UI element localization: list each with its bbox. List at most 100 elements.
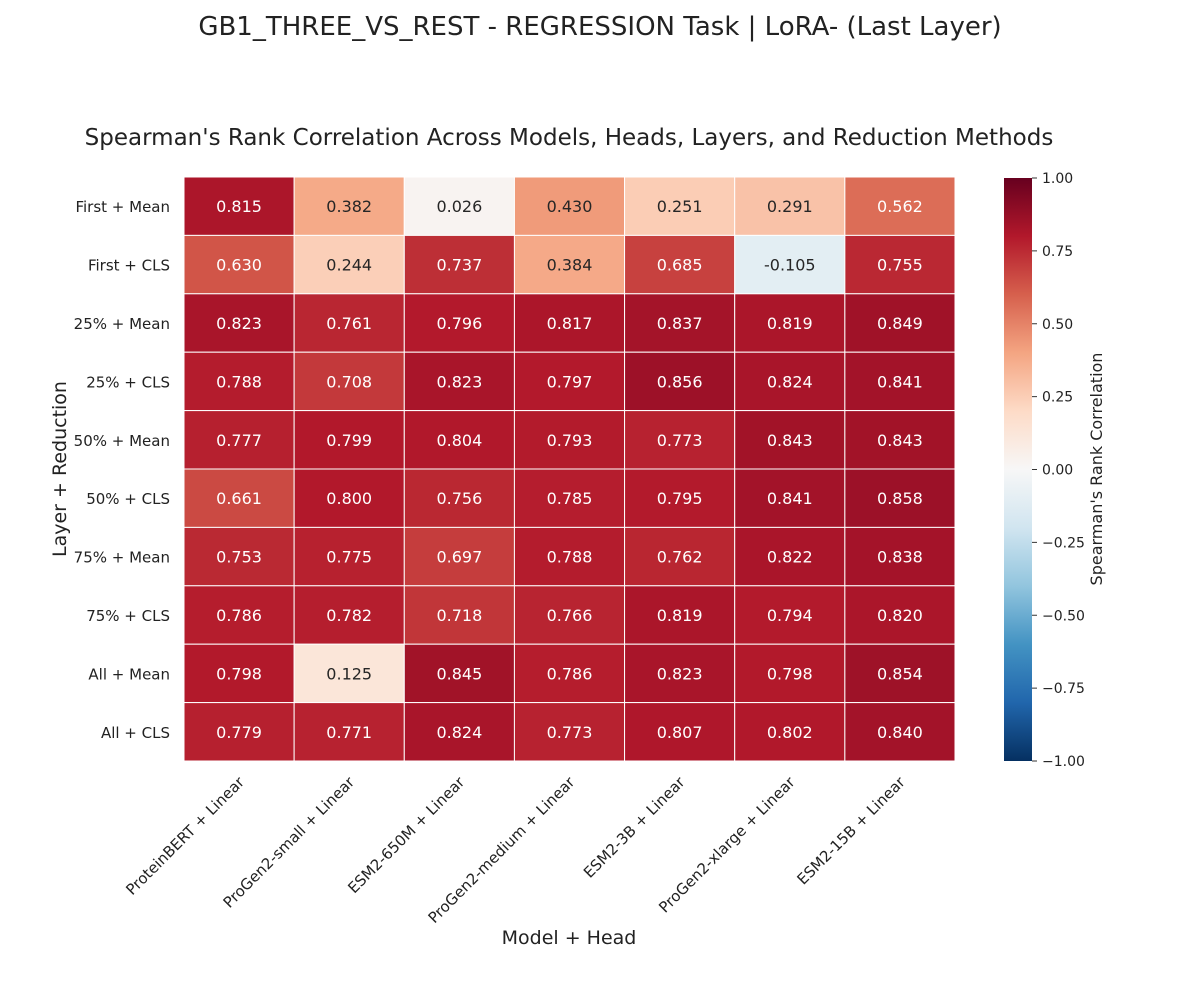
heatmap-cell-label: 0.788 <box>547 548 593 567</box>
heatmap-cell-label: 0.777 <box>216 431 262 450</box>
y-tick-label: 50% + CLS <box>86 490 170 508</box>
heatmap-cell <box>844 702 956 762</box>
heatmap-cell <box>844 526 956 587</box>
heatmap-cell <box>734 643 846 704</box>
heatmap-cell-label: 0.737 <box>436 256 482 275</box>
heatmap-cell <box>844 468 956 528</box>
heatmap-cell-label: 0.820 <box>877 606 923 625</box>
heatmap-cell-label: 0.798 <box>767 664 813 683</box>
heatmap-cell <box>624 351 736 412</box>
heatmap-cell-label: 0.798 <box>216 664 262 683</box>
heatmap-cell <box>844 351 956 412</box>
y-tick-label: 75% + Mean <box>74 549 170 567</box>
heatmap-cell <box>624 585 736 645</box>
heatmap-cell <box>734 702 846 762</box>
heatmap-cell-label: 0.823 <box>436 372 482 391</box>
colorbar <box>1004 178 1032 761</box>
heatmap-cell-label: 0.796 <box>436 314 482 333</box>
heatmap-cell-label: 0.799 <box>326 431 372 450</box>
heatmap-cell <box>734 176 846 236</box>
colorbar-ticks: 1.00 0.75 0.50 0.25 0.00 −0.25 −0.50 −0.75 −1.00 <box>1032 171 1085 770</box>
heatmap-cell-label: 0.838 <box>877 548 923 567</box>
heatmap-cell-label: 0.815 <box>216 197 262 216</box>
heatmap-cell-label: 0.837 <box>657 314 703 333</box>
heatmap-cell <box>293 351 405 412</box>
x-axis-label: Model + Head <box>502 927 637 949</box>
y-tick-label: 50% + Mean <box>74 432 170 450</box>
heatmap-cell-label: 0.793 <box>547 431 593 450</box>
heatmap-cell <box>293 702 405 762</box>
heatmap-cell-label: 0.026 <box>436 197 482 216</box>
heatmap-cell-label: 0.858 <box>877 489 923 508</box>
colorbar-tick-label: 0.75 <box>1042 244 1073 260</box>
heatmap-cell-label: 0.782 <box>326 606 372 625</box>
heatmap-cell <box>513 293 626 353</box>
heatmap-cell <box>293 468 405 528</box>
heatmap-cell <box>844 234 956 295</box>
y-tick-label: All + CLS <box>101 724 170 742</box>
heatmap-cell-label: 0.771 <box>326 723 372 742</box>
colorbar-tick-label: −0.25 <box>1042 535 1085 551</box>
heatmap-cell <box>513 234 626 295</box>
heatmap-cell <box>734 351 846 412</box>
heatmap-cell <box>183 702 295 762</box>
heatmap-cell-label: 0.807 <box>657 723 703 742</box>
heatmap-cell <box>513 176 626 236</box>
heatmap-cell-label: 0.773 <box>657 431 703 450</box>
heatmap-cell-label: 0.824 <box>436 723 482 742</box>
heatmap-cell-label: 0.708 <box>326 372 372 391</box>
heatmap-cell <box>293 410 405 470</box>
heatmap-cell-label: 0.779 <box>216 723 262 742</box>
heatmap-cell <box>403 468 515 528</box>
heatmap-cell-label: 0.822 <box>767 548 813 567</box>
heatmap-cell <box>513 702 626 762</box>
heatmap-cell-label: 0.840 <box>877 723 923 742</box>
figure-suptitle: GB1_THREE_VS_REST - REGRESSION Task | Lo… <box>198 12 1002 42</box>
heatmap-cell-labels: 0.815 0.382 0.026 0.430 0.251 0.291 0.562 0.630… <box>216 197 923 742</box>
heatmap-cell <box>293 643 405 704</box>
heatmap-cell-label: -0.105 <box>764 256 816 275</box>
x-tick-label: ProGen2-small + Linear <box>220 773 359 912</box>
heatmap-cell-label: 0.430 <box>547 197 593 216</box>
heatmap-cell-label: 0.788 <box>216 372 262 391</box>
y-axis-label: Layer + Reduction <box>49 381 71 557</box>
colorbar-tick-label: −1.00 <box>1042 754 1085 770</box>
heatmap-cell-label: 0.718 <box>436 606 482 625</box>
heatmap-cell-label: 0.661 <box>216 489 262 508</box>
heatmap-cell-label: 0.802 <box>767 723 813 742</box>
chart-title: Spearman's Rank Correlation Across Model… <box>84 125 1054 151</box>
colorbar-tick-label: 1.00 <box>1042 171 1073 187</box>
heatmap-cell-label: 0.843 <box>767 431 813 450</box>
heatmap-cells <box>183 176 956 762</box>
heatmap-cell <box>403 702 515 762</box>
heatmap-cell-label: 0.823 <box>216 314 262 333</box>
colorbar-tick-label: 0.25 <box>1042 390 1073 406</box>
heatmap-cell-label: 0.785 <box>547 489 593 508</box>
heatmap-cell-label: 0.251 <box>657 197 703 216</box>
heatmap-cell-label: 0.824 <box>767 372 813 391</box>
heatmap-cell <box>624 526 736 587</box>
heatmap-cell <box>513 585 626 645</box>
heatmap-cell-label: 0.845 <box>436 664 482 683</box>
colorbar-tick-label: −0.50 <box>1042 608 1085 624</box>
y-tick-label: All + Mean <box>88 665 170 683</box>
heatmap-cell <box>734 468 846 528</box>
heatmap-cell-label: 0.755 <box>877 256 923 275</box>
heatmap-cell-label: 0.756 <box>436 489 482 508</box>
heatmap-cell-label: 0.762 <box>657 548 703 567</box>
heatmap-cell <box>403 526 515 587</box>
heatmap-cell <box>513 643 626 704</box>
heatmap-cell <box>183 234 295 295</box>
heatmap-cell-label: 0.697 <box>436 548 482 567</box>
heatmap-cell-label: 0.382 <box>326 197 372 216</box>
x-tick-label: ESM2-3B + Linear <box>580 773 689 882</box>
heatmap-cell-label: 0.795 <box>657 489 703 508</box>
heatmap-cell <box>403 410 515 470</box>
heatmap-cell-label: 0.823 <box>657 664 703 683</box>
heatmap-cell <box>293 585 405 645</box>
heatmap-cell-label: 0.797 <box>547 372 593 391</box>
heatmap-cell-label: 0.773 <box>547 723 593 742</box>
